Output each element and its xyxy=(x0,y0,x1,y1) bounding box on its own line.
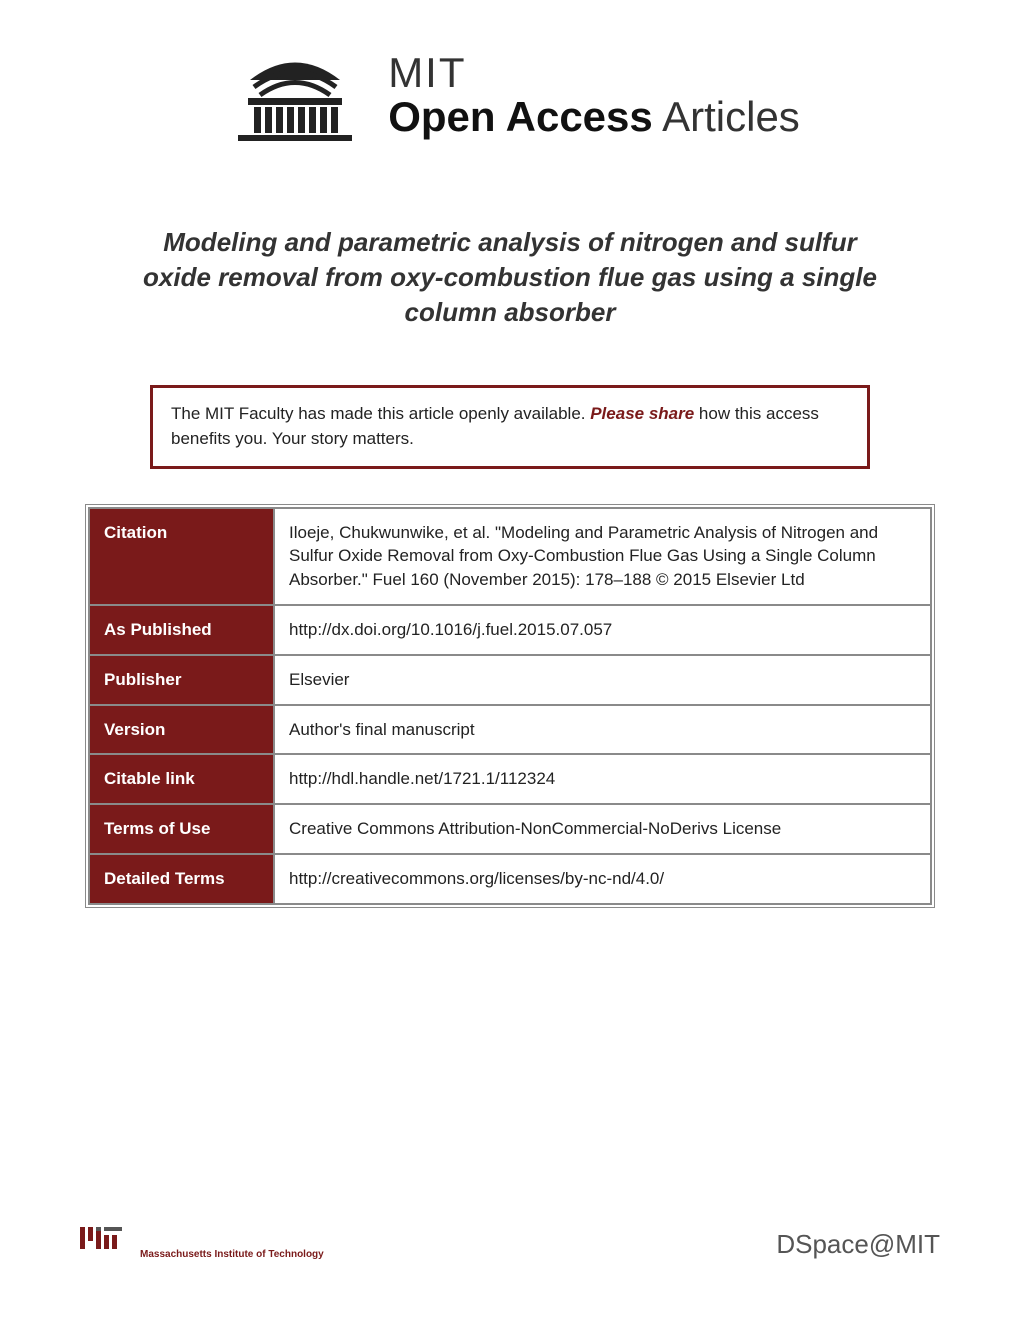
table-row: Publisher Elsevier xyxy=(89,655,931,705)
header-logo-block: MIT Open Access Articles xyxy=(0,0,1020,150)
article-title: Modeling and parametric analysis of nitr… xyxy=(130,225,890,330)
row-label: As Published xyxy=(89,605,274,655)
share-prefix: The MIT Faculty has made this article op… xyxy=(171,404,590,423)
table-row: As Published http://dx.doi.org/10.1016/j… xyxy=(89,605,931,655)
row-label: Detailed Terms xyxy=(89,854,274,904)
row-label: Terms of Use xyxy=(89,804,274,854)
header-text: MIT Open Access Articles xyxy=(388,51,800,139)
share-emphasis[interactable]: Please share xyxy=(590,404,694,423)
row-value: Iloeje, Chukwunwike, et al. "Modeling an… xyxy=(274,508,931,605)
footer-dspace: DSpace@MIT xyxy=(776,1229,940,1260)
row-value: Author's final manuscript xyxy=(274,705,931,755)
footer: Massachusetts Institute of Technology DS… xyxy=(0,1227,1020,1260)
row-value: Elsevier xyxy=(274,655,931,705)
row-value[interactable]: http://hdl.handle.net/1721.1/112324 xyxy=(274,754,931,804)
row-value[interactable]: http://creativecommons.org/licenses/by-n… xyxy=(274,854,931,904)
table-row: Detailed Terms http://creativecommons.or… xyxy=(89,854,931,904)
row-value[interactable]: http://dx.doi.org/10.1016/j.fuel.2015.07… xyxy=(274,605,931,655)
row-label: Citable link xyxy=(89,754,274,804)
header-oa-bold: Open Access xyxy=(388,93,653,140)
metadata-table: Citation Iloeje, Chukwunwike, et al. "Mo… xyxy=(85,504,935,908)
header-open-access-label: Open Access Articles xyxy=(388,95,800,139)
header-oa-light: Articles xyxy=(653,93,800,140)
share-box: The MIT Faculty has made this article op… xyxy=(150,385,870,468)
row-label: Citation xyxy=(89,508,274,605)
row-label: Publisher xyxy=(89,655,274,705)
mit-logo-icon xyxy=(80,1227,130,1260)
footer-mit-text: Massachusetts Institute of Technology xyxy=(140,1249,324,1260)
table-row: Citation Iloeje, Chukwunwike, et al. "Mo… xyxy=(89,508,931,605)
table-row: Version Author's final manuscript xyxy=(89,705,931,755)
header-mit-label: MIT xyxy=(388,51,800,95)
table-row: Terms of Use Creative Commons Attributio… xyxy=(89,804,931,854)
row-value: Creative Commons Attribution-NonCommerci… xyxy=(274,804,931,854)
row-label: Version xyxy=(89,705,274,755)
table-row: Citable link http://hdl.handle.net/1721.… xyxy=(89,754,931,804)
mit-dome-icon xyxy=(220,40,370,150)
footer-left: Massachusetts Institute of Technology xyxy=(80,1227,324,1260)
